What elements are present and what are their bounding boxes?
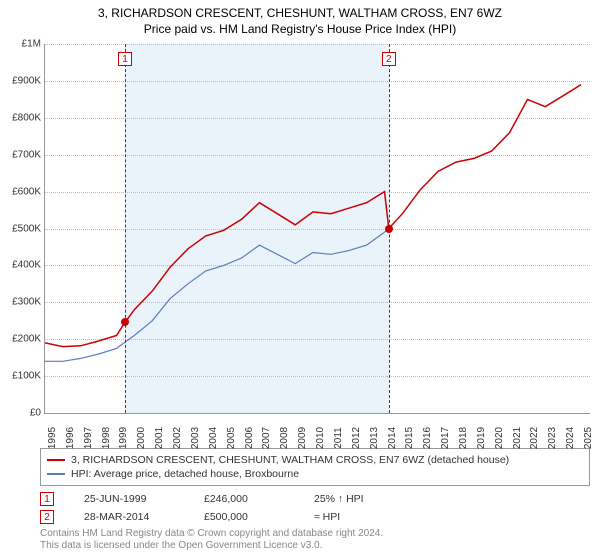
sale-dot <box>121 318 129 326</box>
y-axis-label: £600K <box>1 186 41 197</box>
x-axis-label: 2005 <box>226 427 237 449</box>
title-line2: Price paid vs. HM Land Registry's House … <box>10 22 590 36</box>
legend-row: 3, RICHARDSON CRESCENT, CHESHUNT, WALTHA… <box>47 453 583 467</box>
x-axis-label: 2006 <box>244 427 255 449</box>
footer-line1: Contains HM Land Registry data © Crown c… <box>40 528 590 540</box>
footer-attribution: Contains HM Land Registry data © Crown c… <box>40 528 590 552</box>
y-axis-label: £100K <box>1 371 41 382</box>
x-axis-label: 2018 <box>458 427 469 449</box>
chart-plot-area: £0£100K£200K£300K£400K£500K£600K£700K£80… <box>44 44 590 414</box>
legend-row: HPI: Average price, detached house, Brox… <box>47 467 583 481</box>
x-axis-label: 2007 <box>261 427 272 449</box>
legend: 3, RICHARDSON CRESCENT, CHESHUNT, WALTHA… <box>40 448 590 486</box>
x-axis-label: 2021 <box>512 427 523 449</box>
x-axis-label: 2009 <box>297 427 308 449</box>
y-axis-label: £400K <box>1 260 41 271</box>
y-axis-label: £1M <box>1 39 41 50</box>
x-axis-label: 2003 <box>190 427 201 449</box>
y-axis-label: £900K <box>1 75 41 86</box>
footer-line2: This data is licensed under the Open Gov… <box>40 540 590 552</box>
sales-annotations: 1 25-JUN-1999 £246,000 25% ↑ HPI 2 28-MA… <box>40 490 590 526</box>
x-axis-label: 2008 <box>279 427 290 449</box>
y-axis-label: £0 <box>1 408 41 419</box>
x-axis-label: 1999 <box>118 427 129 449</box>
legend-swatch-property <box>47 459 65 461</box>
x-axis-labels: 1995199619971998199920002001200220032004… <box>44 414 590 444</box>
annotation-marker-2: 2 <box>40 510 54 524</box>
x-axis-label: 2012 <box>351 427 362 449</box>
y-axis-label: £200K <box>1 334 41 345</box>
x-axis-label: 2002 <box>172 427 183 449</box>
x-axis-label: 2023 <box>547 427 558 449</box>
legend-swatch-hpi <box>47 473 65 475</box>
y-axis-label: £500K <box>1 223 41 234</box>
chart-svg <box>45 44 590 413</box>
x-axis-label: 2001 <box>154 427 165 449</box>
x-axis-label: 1998 <box>101 427 112 449</box>
chart-title-block: 3, RICHARDSON CRESCENT, CHESHUNT, WALTHA… <box>0 0 600 40</box>
annotation-row: 2 28-MAR-2014 £500,000 ≈ HPI <box>40 508 590 526</box>
vref-marker: 2 <box>382 52 396 66</box>
x-axis-label: 2013 <box>369 427 380 449</box>
y-axis-label: £800K <box>1 112 41 123</box>
x-axis-label: 2010 <box>315 427 326 449</box>
x-axis-label: 1997 <box>83 427 94 449</box>
legend-label-hpi: HPI: Average price, detached house, Brox… <box>71 467 299 481</box>
x-axis-label: 1995 <box>47 427 58 449</box>
x-axis-label: 2015 <box>404 427 415 449</box>
x-axis-label: 2020 <box>494 427 505 449</box>
vref-marker: 1 <box>118 52 132 66</box>
annotation-row: 1 25-JUN-1999 £246,000 25% ↑ HPI <box>40 490 590 508</box>
x-axis-label: 2024 <box>565 427 576 449</box>
legend-label-property: 3, RICHARDSON CRESCENT, CHESHUNT, WALTHA… <box>71 453 509 467</box>
y-axis-label: £300K <box>1 297 41 308</box>
y-axis-label: £700K <box>1 149 41 160</box>
x-axis-label: 2025 <box>583 427 594 449</box>
annotation-price: £246,000 <box>204 490 284 508</box>
x-axis-label: 2004 <box>208 427 219 449</box>
x-axis-label: 2016 <box>422 427 433 449</box>
annotation-price: £500,000 <box>204 508 284 526</box>
x-axis-label: 2014 <box>387 427 398 449</box>
annotation-delta: ≈ HPI <box>314 508 340 526</box>
x-axis-label: 1996 <box>65 427 76 449</box>
x-axis-label: 2019 <box>476 427 487 449</box>
annotation-delta: 25% ↑ HPI <box>314 490 364 508</box>
annotation-date: 28-MAR-2014 <box>84 508 174 526</box>
x-axis-label: 2000 <box>136 427 147 449</box>
x-axis-label: 2022 <box>529 427 540 449</box>
annotation-marker-1: 1 <box>40 492 54 506</box>
title-line1: 3, RICHARDSON CRESCENT, CHESHUNT, WALTHA… <box>10 6 590 20</box>
x-axis-label: 2011 <box>333 427 344 449</box>
annotation-date: 25-JUN-1999 <box>84 490 174 508</box>
sale-dot <box>385 225 393 233</box>
x-axis-label: 2017 <box>440 427 451 449</box>
